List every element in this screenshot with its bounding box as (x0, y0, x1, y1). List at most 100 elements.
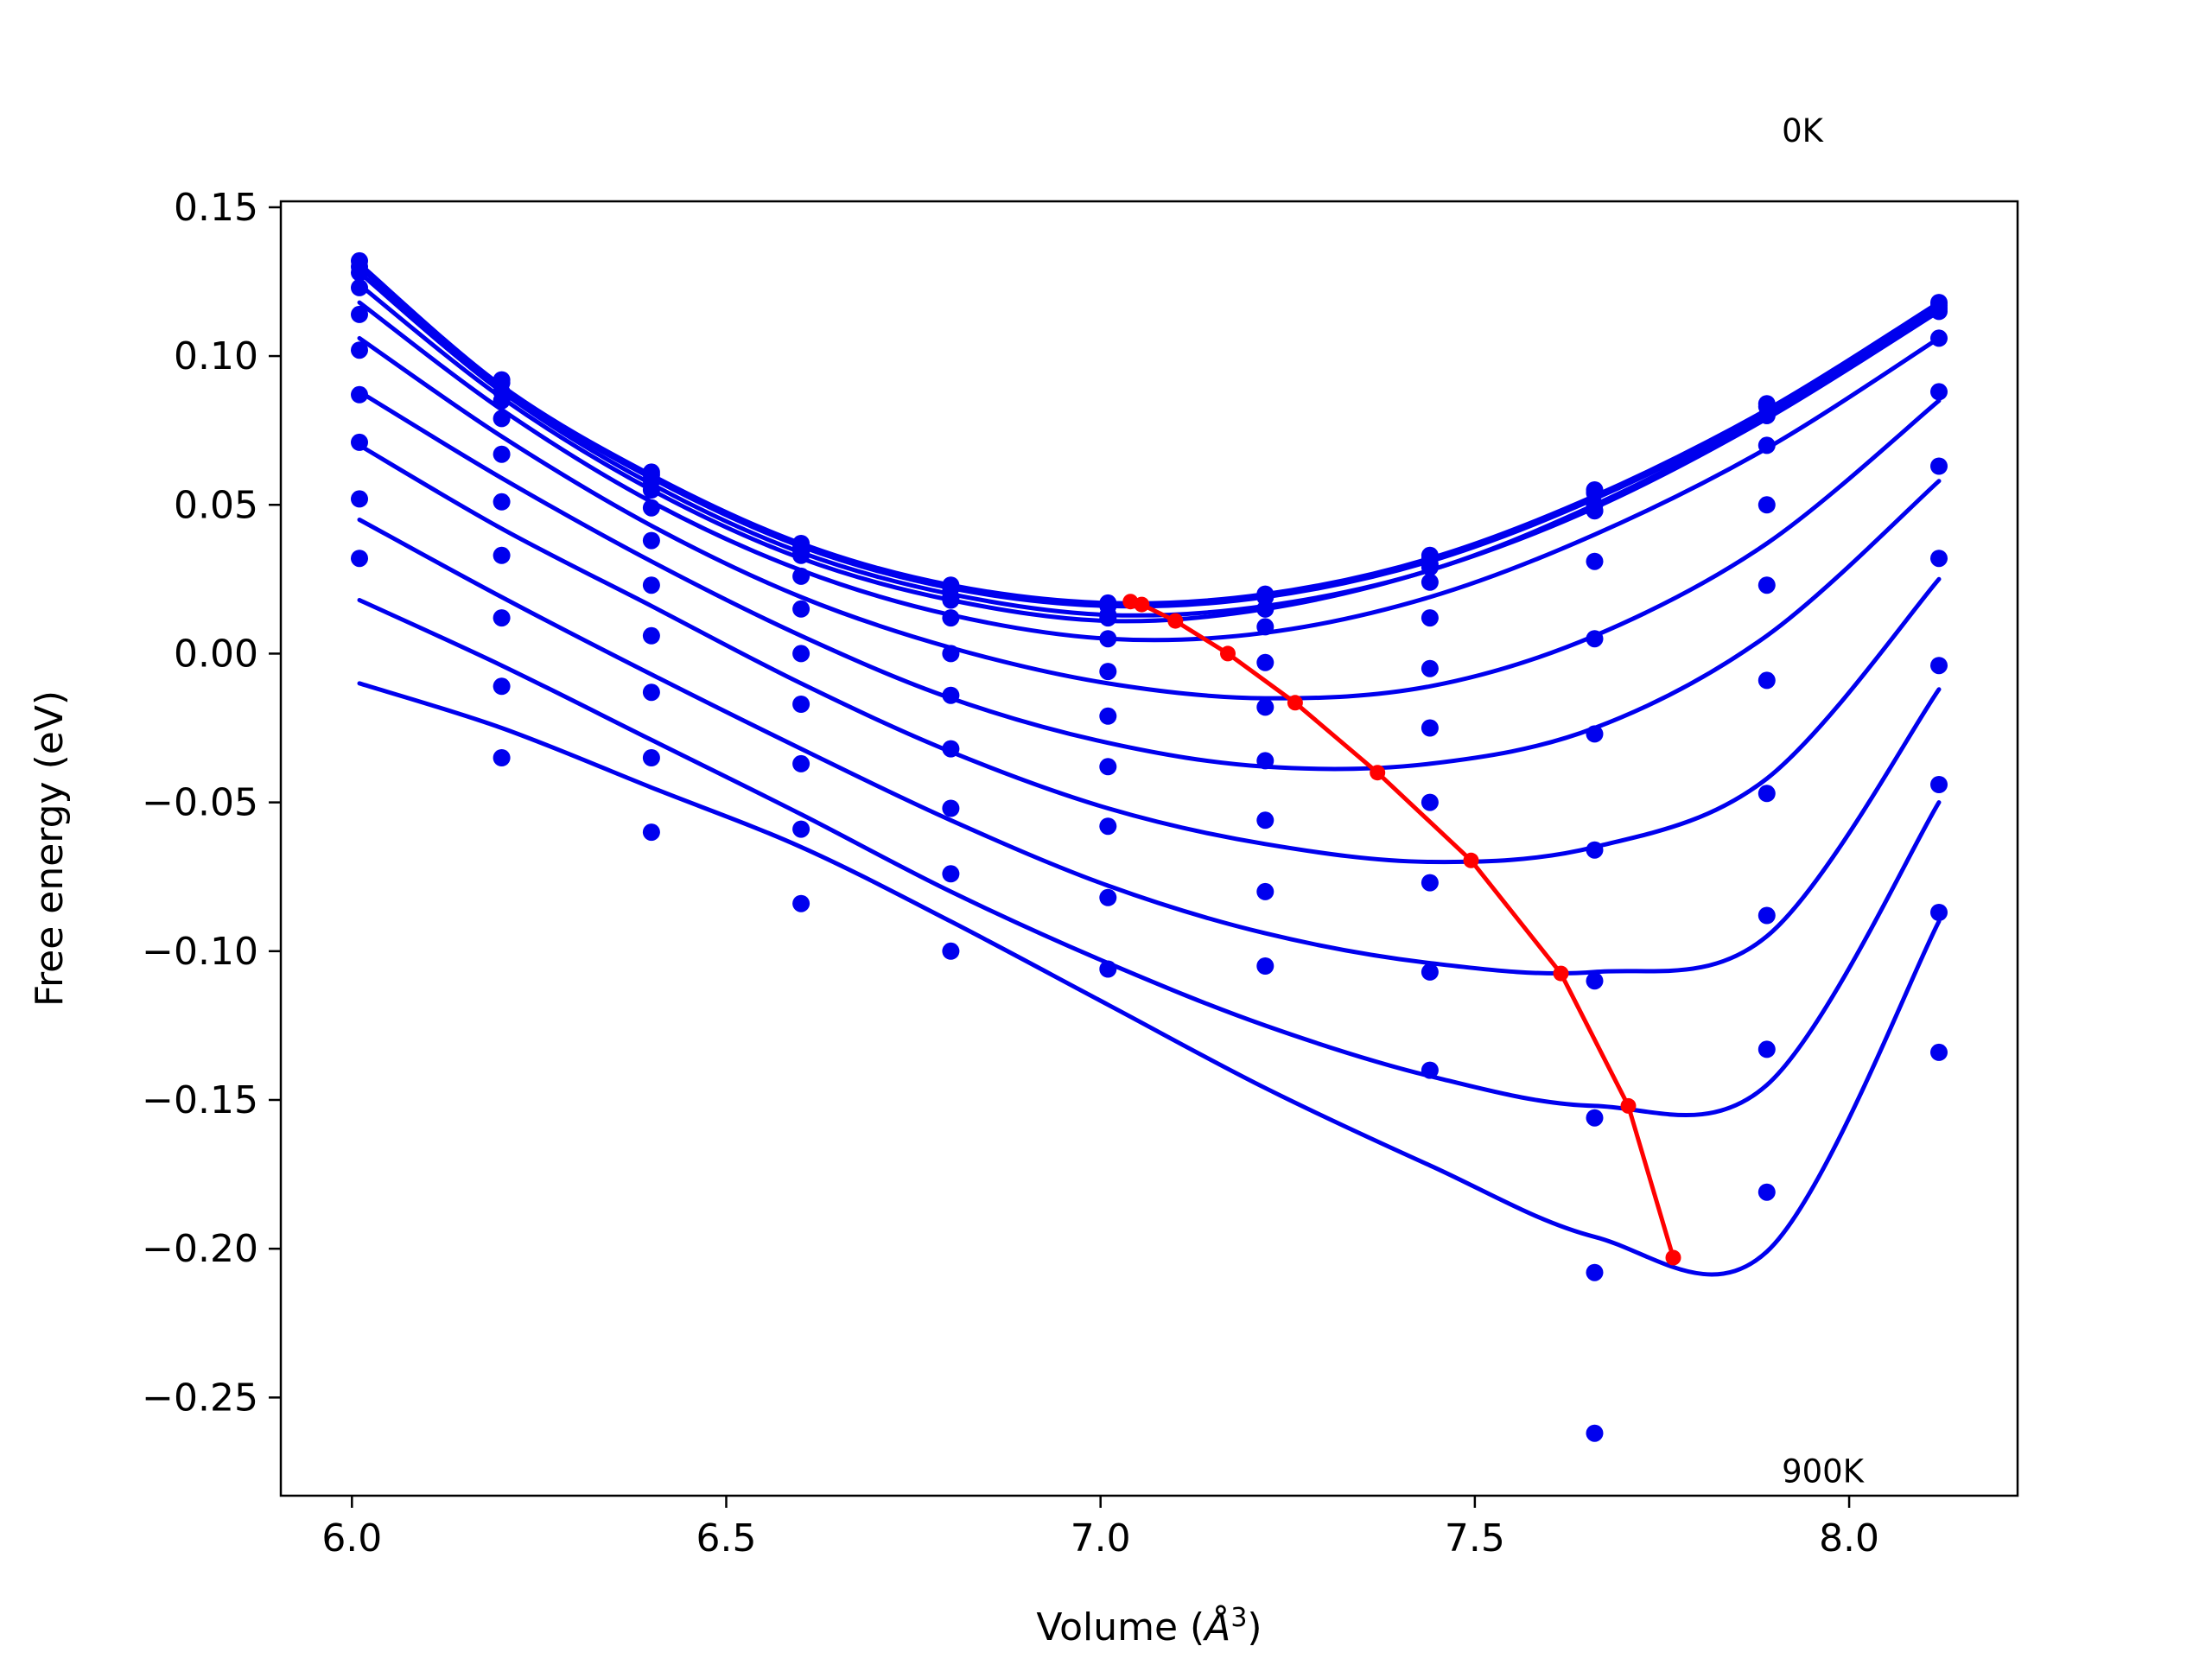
data-point (1256, 588, 1274, 606)
data-point (1586, 1263, 1604, 1281)
data-point (493, 493, 511, 511)
data-point (942, 609, 960, 627)
data-point (493, 749, 511, 766)
y-tick-label: 0.15 (174, 186, 258, 230)
minimum-point (1287, 695, 1303, 711)
fit-curve-6 (357, 389, 1942, 772)
data-point (1930, 550, 1948, 568)
data-point (1256, 698, 1274, 716)
data-point (1421, 609, 1439, 627)
data-point (351, 305, 368, 323)
data-point (1099, 888, 1117, 906)
y-axis: 0.15 0.10 0.05 0.00 −0.05 −0.10 −0.15 −0.20 −0.2… (142, 186, 281, 1420)
data-point (1586, 972, 1604, 990)
data-point (792, 820, 810, 838)
data-point (1758, 576, 1776, 594)
data-point (493, 445, 511, 463)
minimum-path (1122, 594, 1681, 1266)
data-point (1930, 302, 1948, 321)
data-point (1421, 963, 1439, 981)
minimum-point (1167, 613, 1184, 629)
y-tick-label: −0.10 (142, 930, 258, 974)
minimum-path-line (1129, 599, 1675, 1259)
data-point (792, 754, 810, 772)
annotations: 0K 900K (1782, 112, 1866, 1490)
minimum-point (1463, 852, 1479, 868)
data-point (792, 894, 810, 912)
data-point (1256, 957, 1274, 975)
minimum-point (1620, 1097, 1637, 1114)
plot-frame (279, 200, 2019, 1497)
data-point (1256, 618, 1274, 636)
data-point (1758, 406, 1776, 424)
data-point (942, 740, 960, 758)
x-tick-label: 8.0 (1819, 1516, 1879, 1560)
x-tick-label: 6.5 (696, 1516, 757, 1560)
data-point (1421, 659, 1439, 677)
data-point (642, 576, 660, 594)
minimum-point (1220, 645, 1236, 662)
data-point (1256, 752, 1274, 770)
data-point (642, 499, 660, 517)
x-tick-label: 7.0 (1071, 1516, 1131, 1560)
data-point (493, 546, 511, 564)
data-point (1586, 841, 1604, 859)
data-point (351, 264, 368, 282)
y-tick-label: 0.05 (174, 483, 258, 527)
data-point (1930, 383, 1948, 401)
fit-curve-1 (357, 264, 1942, 609)
data-point (1586, 502, 1604, 520)
data-point (1099, 630, 1117, 648)
data-point (1421, 1061, 1439, 1079)
temperature-annotation: 900K (1782, 1453, 1866, 1491)
x-axis: 6.0 6.5 7.0 7.5 8.0 (321, 1496, 1879, 1560)
data-point (1930, 1043, 1948, 1061)
data-point (642, 823, 660, 842)
data-point (1256, 811, 1274, 830)
data-point (1758, 671, 1776, 690)
data-point (792, 600, 810, 618)
minimum-point (1134, 596, 1150, 613)
y-tick-label: −0.20 (142, 1227, 258, 1271)
data-point (642, 749, 660, 766)
data-point (1421, 719, 1439, 737)
temperature-annotation: 0K (1782, 112, 1825, 149)
data-point (351, 433, 368, 451)
data-point (1930, 657, 1948, 675)
data-point (942, 865, 960, 883)
data-point (642, 683, 660, 702)
data-point (1421, 558, 1439, 576)
data-point (1421, 874, 1439, 892)
data-point (1586, 1109, 1604, 1127)
data-point (493, 677, 511, 696)
fit-curve-7 (357, 442, 1942, 865)
minimum-point (1553, 965, 1569, 982)
fit-curve-9 (357, 598, 1942, 1117)
data-point (493, 609, 511, 627)
data-point (792, 567, 810, 585)
data-point (1421, 573, 1439, 591)
data-point (493, 391, 511, 410)
data-point (1758, 906, 1776, 925)
data-point (792, 546, 810, 564)
x-axis-label: Volume (Å3) (1036, 1603, 1262, 1649)
data-point (942, 591, 960, 609)
fit-curve-4 (357, 300, 1942, 643)
y-tick-label: −0.05 (142, 781, 258, 825)
x-tick-label: 6.0 (321, 1516, 382, 1560)
y-tick-label: −0.25 (142, 1376, 258, 1420)
y-tick-label: −0.15 (142, 1078, 258, 1122)
data-point (792, 645, 810, 663)
data-point (351, 490, 368, 508)
data-point (351, 278, 368, 296)
data-point (1099, 960, 1117, 978)
fit-curve-10 (357, 681, 1942, 1277)
data-point (1256, 653, 1274, 671)
data-point (1586, 1424, 1604, 1442)
data-point (1256, 882, 1274, 900)
data-point (1586, 630, 1604, 648)
fit-curve-5 (357, 335, 1942, 701)
data-point (1099, 707, 1117, 725)
data-point (642, 481, 660, 499)
